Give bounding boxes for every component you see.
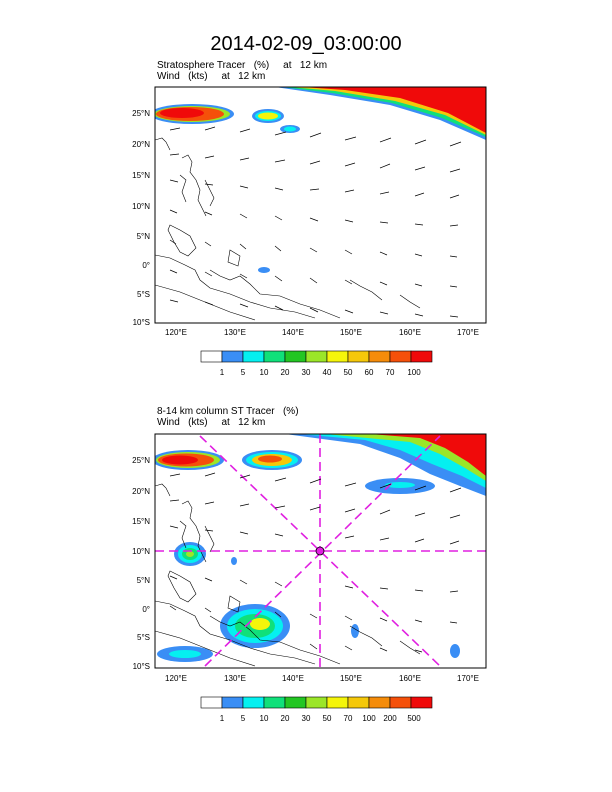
lat-label: 10°N xyxy=(132,202,150,211)
lat-label: 20°N xyxy=(132,487,150,496)
tracer-field-central xyxy=(252,109,300,273)
colorbar-label: 5 xyxy=(241,714,246,723)
lon-label: 130°E xyxy=(224,328,246,337)
colorbar-swatch xyxy=(200,350,223,363)
lat-axis-1: 25°N 20°N 15°N 10°N 5°N 0° 5°S 10°S xyxy=(132,109,150,327)
lat-label: 0° xyxy=(142,261,150,270)
colorbar-label: 1 xyxy=(220,714,225,723)
lon-label: 160°E xyxy=(399,674,421,683)
tracer-field-northeast xyxy=(275,87,486,140)
tracer-field-newguinea xyxy=(157,604,460,662)
lat-label: 10°N xyxy=(132,547,150,556)
colorbar-swatch xyxy=(410,350,433,363)
coastlines xyxy=(155,137,421,321)
colorbar-label: 30 xyxy=(302,368,311,377)
panel1-title-line1: Stratosphere Tracer (%) at 12 km xyxy=(157,60,328,71)
lat-label: 15°N xyxy=(132,517,150,526)
colorbar-swatch xyxy=(305,350,328,363)
lat-axis-2: 25°N 20°N 15°N 10°N 5°N 0° 5°S 10°S xyxy=(132,456,150,671)
panel1-title-line2: Wind (kts) at 12 km xyxy=(157,71,266,82)
wind-barbs xyxy=(169,472,462,653)
colorbar-label: 20 xyxy=(281,714,290,723)
main-title: 2014-02-09_03:00:00 xyxy=(210,33,402,55)
lat-label: 5°N xyxy=(137,232,151,241)
lat-label: 25°N xyxy=(132,109,150,118)
tracer-field-northwest xyxy=(155,104,234,124)
tracer-field-northeast xyxy=(285,434,486,496)
lat-label: 20°N xyxy=(132,140,150,149)
colorbar-swatch xyxy=(368,696,391,709)
track-center-marker xyxy=(315,546,325,556)
wind-barbs xyxy=(169,126,462,318)
colorbar-swatch xyxy=(242,696,265,709)
colorbar-label: 100 xyxy=(362,714,376,723)
colorbar-swatch xyxy=(242,350,265,363)
lon-axis-1: 120°E 130°E 140°E 150°E 160°E 170°E xyxy=(165,328,479,337)
colorbar-label: 70 xyxy=(344,714,353,723)
colorbar-swatch xyxy=(284,350,307,363)
colorbar-swatch xyxy=(284,696,307,709)
colorbar-1: 1 5 10 20 30 40 50 60 70 100 xyxy=(200,350,433,377)
lat-label: 0° xyxy=(142,605,150,614)
colorbar-swatch xyxy=(305,696,328,709)
colorbar-swatch xyxy=(263,350,286,363)
lon-label: 170°E xyxy=(457,674,479,683)
lon-label: 130°E xyxy=(224,674,246,683)
colorbar-swatch xyxy=(263,696,286,709)
colorbar-label: 40 xyxy=(323,368,332,377)
colorbar-swatch xyxy=(326,696,349,709)
colorbar-swatch xyxy=(326,350,349,363)
colorbar-label: 70 xyxy=(386,368,395,377)
lon-label: 150°E xyxy=(340,674,362,683)
colorbar-label: 60 xyxy=(365,368,374,377)
colorbar-swatch xyxy=(389,696,412,709)
lat-label: 10°S xyxy=(133,318,150,327)
tracer-field-northwest xyxy=(155,450,302,470)
map-panel-2: 25°N 20°N 15°N 10°N 5°N 0° 5°S 10°S 120°… xyxy=(132,433,487,683)
colorbar-label: 1 xyxy=(220,368,225,377)
lon-axis-2: 120°E 130°E 140°E 150°E 160°E 170°E xyxy=(165,674,479,683)
colorbar-swatch xyxy=(221,696,244,709)
colorbar-label: 100 xyxy=(407,368,421,377)
lon-label: 150°E xyxy=(340,328,362,337)
colorbar-label: 30 xyxy=(302,714,311,723)
lat-label: 5°N xyxy=(137,576,151,585)
lon-label: 170°E xyxy=(457,328,479,337)
lat-label: 10°S xyxy=(133,662,150,671)
lon-label: 140°E xyxy=(282,328,304,337)
colorbar-label: 20 xyxy=(281,368,290,377)
colorbar-label: 10 xyxy=(260,714,269,723)
panel2-title-line2: Wind (kts) at 12 km xyxy=(157,417,266,428)
colorbar-label: 500 xyxy=(407,714,421,723)
lat-label: 25°N xyxy=(132,456,150,465)
colorbar-swatch xyxy=(347,696,370,709)
colorbar-label: 10 xyxy=(260,368,269,377)
lon-label: 120°E xyxy=(165,674,187,683)
map-panel-1: 25°N 20°N 15°N 10°N 5°N 0° 5°S 10°S 120°… xyxy=(132,86,487,337)
panel2-title-line1: 8-14 km column ST Tracer (%) xyxy=(157,406,299,417)
lon-label: 120°E xyxy=(165,328,187,337)
colorbar-label: 5 xyxy=(241,368,246,377)
colorbar-swatch xyxy=(347,350,370,363)
tracer-field-philippines xyxy=(174,542,237,566)
colorbar-swatch xyxy=(200,696,223,709)
lat-label: 5°S xyxy=(137,290,150,299)
colorbar-label: 50 xyxy=(323,714,332,723)
colorbar-swatch xyxy=(221,350,244,363)
lat-label: 15°N xyxy=(132,171,150,180)
lat-label: 5°S xyxy=(137,633,150,642)
colorbar-swatch xyxy=(410,696,433,709)
colorbar-swatch xyxy=(389,350,412,363)
colorbar-2: 1 5 10 20 30 50 70 100 200 500 xyxy=(200,696,433,723)
colorbar-swatch xyxy=(368,350,391,363)
colorbar-label: 200 xyxy=(383,714,397,723)
colorbar-label: 50 xyxy=(344,368,353,377)
lon-label: 140°E xyxy=(282,674,304,683)
lon-label: 160°E xyxy=(399,328,421,337)
